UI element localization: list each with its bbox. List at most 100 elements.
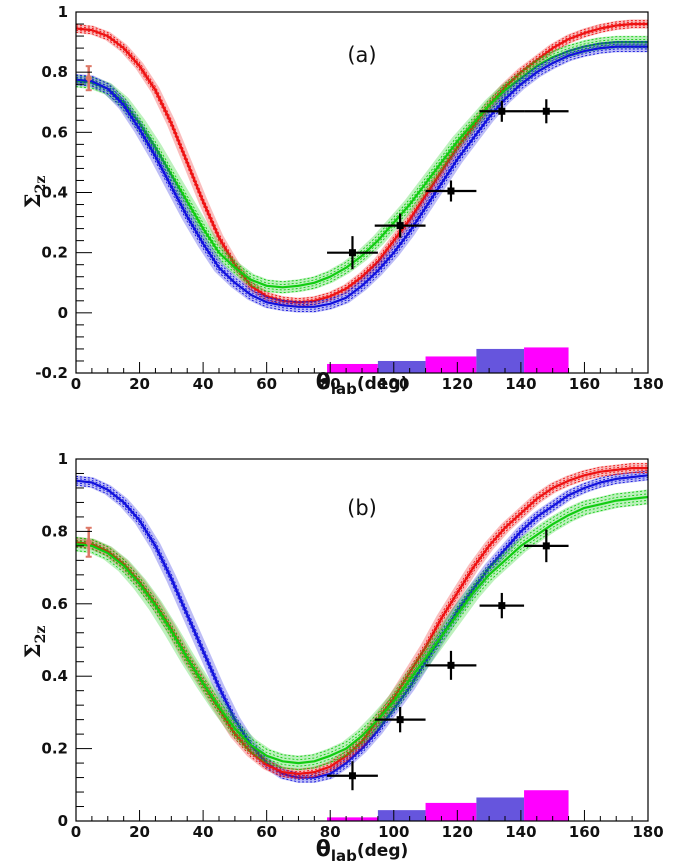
y-tick-label-1: 0.2 <box>41 740 68 758</box>
x-tick-label-1: 20 <box>129 375 150 393</box>
series-band-edge-2-1 <box>76 493 648 761</box>
series-band-edge-1-2 <box>76 44 648 291</box>
y-tick-label-2: 0.4 <box>41 667 68 685</box>
series-band-edge-0-0 <box>76 19 648 300</box>
series-line-0 <box>76 474 648 779</box>
histogram-bar-3 <box>476 348 525 373</box>
x-tick-label-3: 60 <box>256 823 277 841</box>
series-band-edge-1-0 <box>76 36 648 283</box>
x-axis-title-unit: (deg) <box>357 374 408 394</box>
x-tick-label-8: 160 <box>569 375 600 393</box>
x-tick-label-6: 120 <box>442 375 473 393</box>
theory-curves <box>76 19 648 313</box>
ref-point <box>85 539 92 546</box>
series-band-edge-0-0 <box>76 470 648 774</box>
y-axis-title-subscript: 2z <box>33 176 49 194</box>
series-line-0 <box>76 22 648 304</box>
y-tick-label-4: 0.8 <box>41 522 68 540</box>
y-tick-label-5: 0.8 <box>41 63 68 81</box>
histogram-bar-0 <box>327 363 378 373</box>
x-tick-label-8: 160 <box>569 823 600 841</box>
y-axis-title-symbol: Σ <box>20 193 45 208</box>
histogram-bar-4 <box>524 790 569 821</box>
x-tick-label-5: 100 <box>378 823 409 841</box>
histogram-bar-2 <box>425 802 477 821</box>
y-tick-label-0: -0.2 <box>35 364 68 382</box>
data-point-2 <box>447 187 455 195</box>
series-band-edge-2-2 <box>76 48 648 310</box>
x-tick-label-6: 120 <box>442 823 473 841</box>
x-tick-label-0: 0 <box>71 375 81 393</box>
y-axis-title-subscript: 2z <box>33 626 49 644</box>
data-point-1 <box>396 222 404 230</box>
x-tick-label-1: 20 <box>129 823 150 841</box>
y-tick-label-0: 0 <box>58 812 68 830</box>
data-point-0 <box>348 249 356 257</box>
x-tick-label-0: 0 <box>71 823 81 841</box>
series-band-edge-0-3 <box>76 479 648 783</box>
series-band-edge-2-0 <box>76 41 648 303</box>
theory-curves <box>76 462 648 783</box>
data-point-4 <box>542 542 550 550</box>
x-tick-label-7: 140 <box>505 375 536 393</box>
histogram-bar-2 <box>425 356 477 373</box>
series-band-edge-1-3 <box>76 47 648 294</box>
x-tick-label-2: 40 <box>193 375 214 393</box>
ref-point <box>85 75 92 82</box>
x-tick-label-4: 80 <box>320 375 341 393</box>
histogram-bar-0 <box>327 817 378 821</box>
series-band-edge-2-3 <box>76 503 648 771</box>
x-tick-label-5: 100 <box>378 375 409 393</box>
x-axis-title-symbol: θ <box>316 370 331 395</box>
panel-label: (a) <box>347 43 376 67</box>
y-tick-label-2: 0.2 <box>41 244 68 262</box>
y-tick-label-3: 0.4 <box>41 184 68 202</box>
y-tick-label-4: 0.6 <box>41 123 68 141</box>
panel-a: 0 20 40 60 80 100 120 140 160 180-0.200.20.40.60.… <box>20 3 664 398</box>
x-axis-title-unit: (deg) <box>357 841 408 861</box>
data-point-1 <box>396 716 404 724</box>
y-tick-label-1: 0 <box>58 304 68 322</box>
data-point-3 <box>498 107 506 115</box>
y-axis-title-symbol: Σ <box>20 643 45 658</box>
x-axis-title-subscript: lab <box>331 847 357 865</box>
data-point-0 <box>348 772 356 780</box>
panel-label: (b) <box>347 496 377 520</box>
histogram-bar-3 <box>476 797 525 821</box>
series-band-edge-1-1 <box>76 38 648 286</box>
x-tick-label-9: 180 <box>632 823 663 841</box>
histogram-bar-1 <box>377 810 426 821</box>
data-point-4 <box>542 107 550 115</box>
x-tick-label-3: 60 <box>256 375 277 393</box>
y-tick-label-5: 1 <box>58 450 68 468</box>
series-band-edge-2-2 <box>76 499 648 767</box>
series-band-edge-2-1 <box>76 43 648 305</box>
x-tick-label-2: 40 <box>193 823 214 841</box>
series-band-edge-0-1 <box>76 21 648 301</box>
x-tick-label-7: 140 <box>505 823 536 841</box>
series-band-edge-1-3 <box>76 471 648 779</box>
y-axis-title: Σ2z <box>20 626 49 659</box>
series-band-2 <box>76 40 648 313</box>
series-band-edge-0-2 <box>76 477 648 781</box>
series-band-edge-0-2 <box>76 25 648 305</box>
x-tick-label-9: 180 <box>632 375 663 393</box>
series-band-edge-1-2 <box>76 469 648 777</box>
histogram-bar-4 <box>524 347 569 373</box>
series-band-edge-2-3 <box>76 50 648 313</box>
data-point-3 <box>498 602 506 610</box>
series-line-1 <box>76 41 648 289</box>
panel-b: 0 20 40 60 80 100 120 140 160 180 0 0.2 0.4 0.6 0.8 1 (b… <box>20 450 664 865</box>
x-tick-label-4: 80 <box>320 823 341 841</box>
series-line-2 <box>76 45 648 308</box>
y-tick-label-6: 1 <box>58 3 68 21</box>
data-point-2 <box>447 661 455 669</box>
series-line-2 <box>76 495 648 765</box>
y-axis-title: Σ2z <box>20 176 49 209</box>
series-band-edge-2-0 <box>76 490 648 758</box>
series-band-2 <box>76 489 648 771</box>
x-axis-title: θlab(deg) <box>316 837 409 865</box>
y-tick-label-3: 0.6 <box>41 595 68 613</box>
x-axis-title-symbol: θ <box>316 837 331 862</box>
